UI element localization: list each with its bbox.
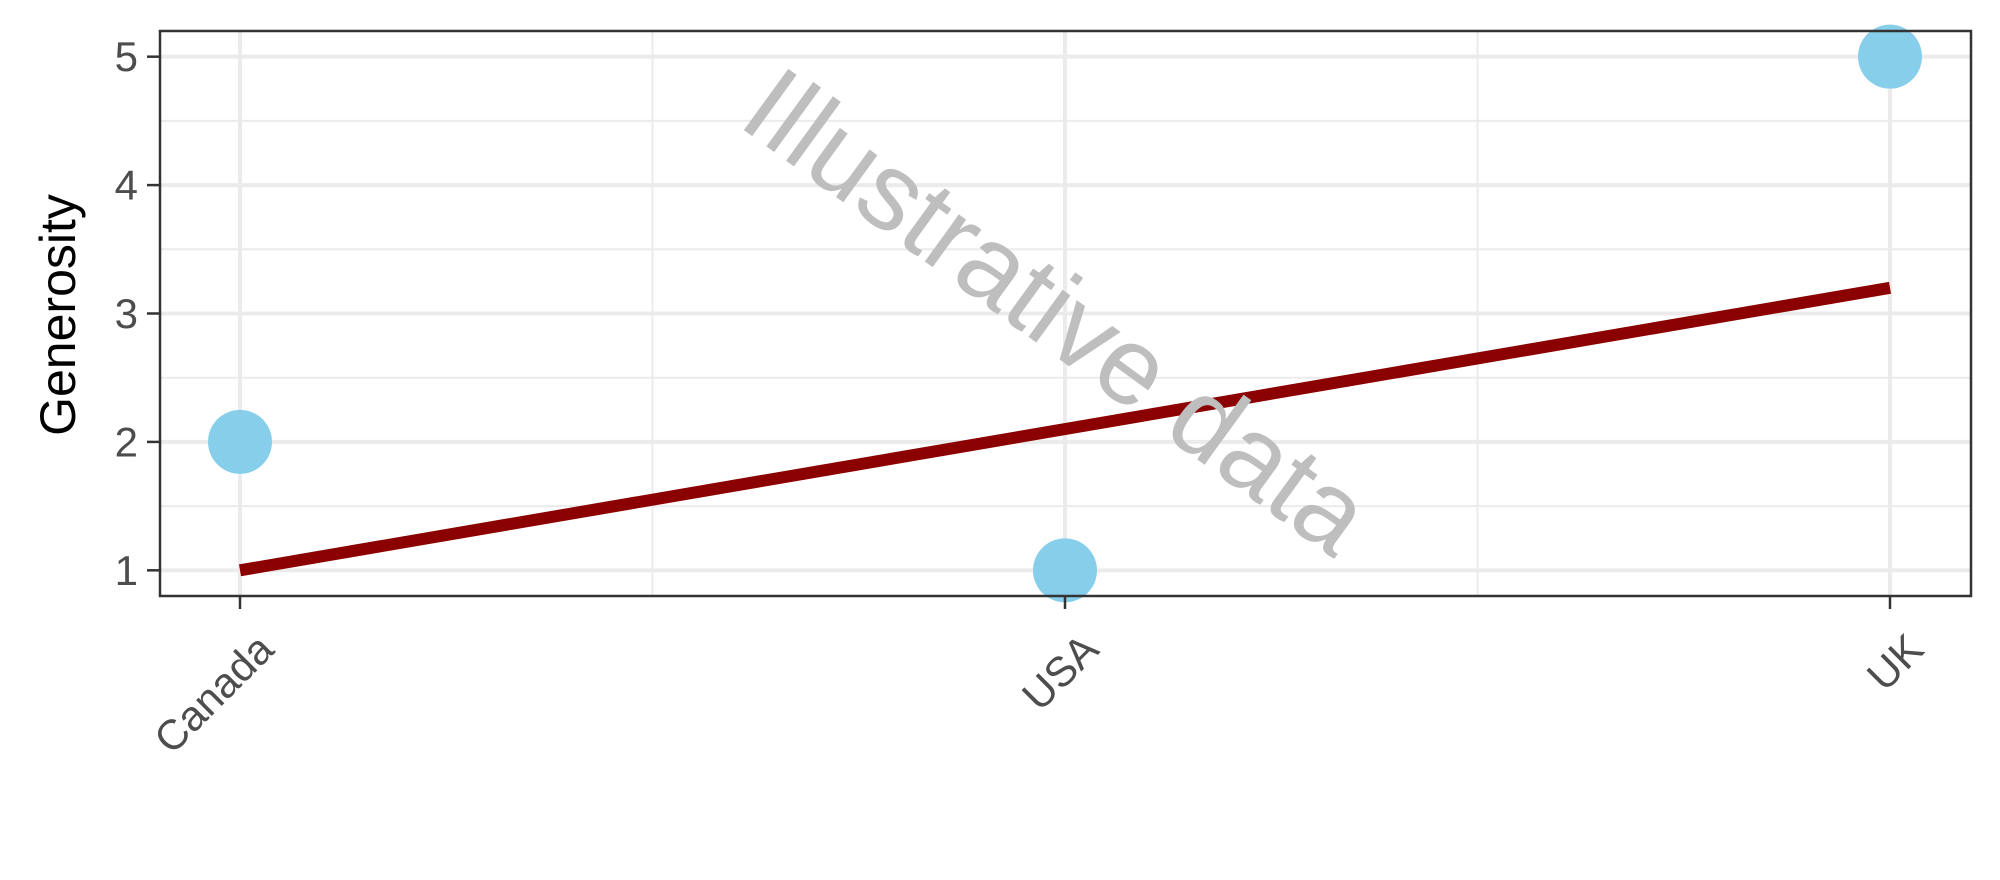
data-point xyxy=(1033,538,1097,603)
y-tick-label: 3 xyxy=(115,290,138,337)
trend-line-layer xyxy=(238,281,1892,577)
points-layer xyxy=(208,24,1922,603)
y-tick-label: 5 xyxy=(115,33,138,80)
y-axis: 1 2 3 4 5 xyxy=(115,33,160,594)
y-axis-title: Generosity xyxy=(30,194,86,436)
data-point xyxy=(208,409,272,474)
major-gridlines xyxy=(160,31,1971,596)
y-tick-label: 4 xyxy=(115,162,138,209)
trend-line xyxy=(238,281,1892,577)
y-tick-label: 1 xyxy=(115,547,138,594)
y-tick-label: 2 xyxy=(115,418,138,465)
data-point xyxy=(1858,24,1922,89)
